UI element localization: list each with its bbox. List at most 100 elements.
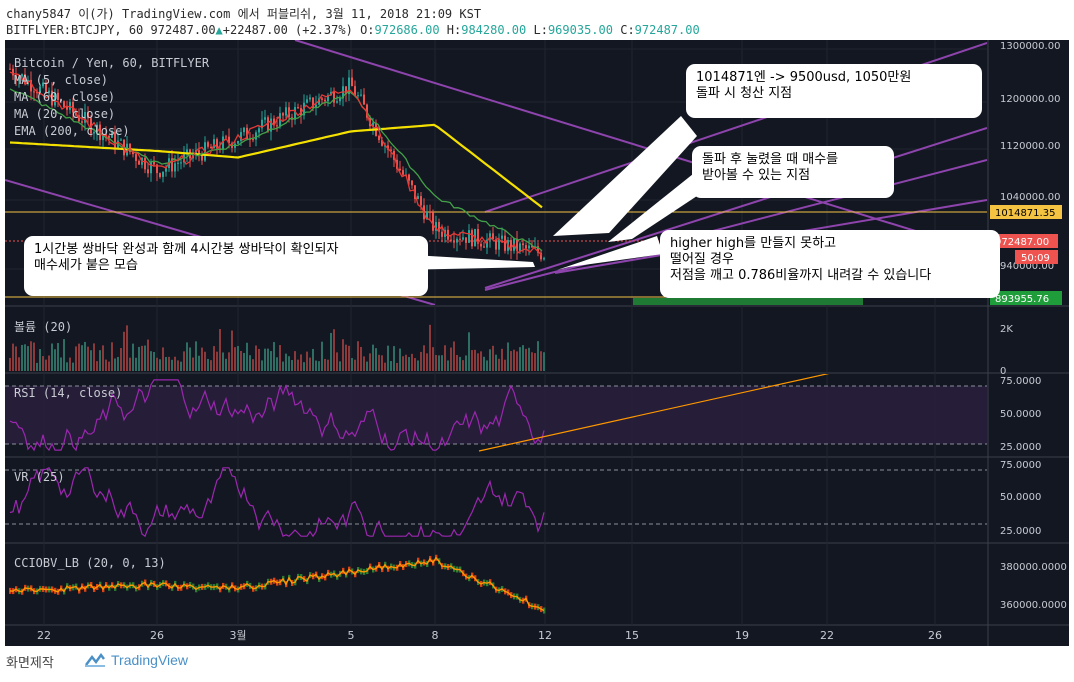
candle-body: [354, 86, 356, 96]
candle-body: [450, 239, 452, 241]
time-tick: 19: [735, 629, 749, 642]
candle-body: [228, 136, 230, 144]
candle-body: [459, 238, 461, 240]
volume-bar: [111, 342, 113, 371]
candle-body: [312, 97, 314, 108]
candle-body: [63, 101, 65, 107]
volume-bar: [207, 358, 209, 371]
volume-bar: [276, 357, 278, 371]
volume-bar: [348, 345, 350, 371]
tradingview-link[interactable]: TradingView: [84, 652, 188, 668]
volume-bar: [366, 361, 368, 371]
candle-body: [270, 118, 272, 132]
volume-bar: [402, 356, 404, 371]
volume-bar: [234, 347, 236, 371]
volume-bar: [432, 347, 434, 371]
volume-bar: [57, 343, 59, 371]
time-tick: 26: [150, 629, 164, 642]
tradingview-brand: TradingView: [111, 652, 189, 668]
callout-pointer: [608, 174, 700, 242]
volume-bar: [408, 357, 410, 371]
candle-body: [519, 243, 521, 251]
candle-body: [252, 139, 254, 141]
vr-line: [9, 467, 545, 538]
volume-bar: [27, 346, 29, 371]
volume-bar: [84, 341, 86, 371]
candle-body: [501, 235, 503, 239]
volume-bar: [498, 358, 500, 371]
candle-body: [420, 196, 422, 206]
volume-bar: [210, 360, 212, 371]
candle-body: [438, 222, 440, 232]
candle-body: [333, 91, 335, 103]
volume-bar: [270, 351, 272, 371]
volume-bar: [375, 348, 377, 371]
candlesticks: [9, 63, 545, 262]
volume-bar: [438, 355, 440, 371]
candle-body: [324, 99, 326, 102]
annotation-scenario: higher high를 만들지 못하고 떨어질 경우 저점을 깨고 0.786…: [660, 230, 1000, 298]
volume-bar: [318, 361, 320, 371]
low-label: L:: [533, 23, 548, 37]
candle-body: [36, 92, 38, 94]
time-tick: 22: [37, 629, 51, 642]
callout-pointer: [553, 116, 697, 236]
volume-bar: [246, 342, 248, 371]
candle-body: [447, 229, 449, 240]
rising-channel-line: [484, 159, 987, 291]
volume-bar: [516, 351, 518, 371]
chart-canvas[interactable]: Bitcoin / Yen, 60, BITFLYER MA (5, close…: [5, 40, 1069, 646]
volume-bar: [510, 351, 512, 371]
publish-info: chany5847 이(가) TradingView.com 에서 퍼블리쉬, …: [6, 7, 482, 21]
volume-bar: [36, 362, 38, 371]
candle-body: [165, 168, 167, 172]
volume-bar: [144, 345, 146, 371]
volume-bar: [321, 341, 323, 371]
up-arrow-icon: ▲: [215, 23, 223, 37]
candle-body: [462, 237, 464, 240]
candle-body: [456, 238, 458, 243]
candle-body: [240, 132, 242, 141]
candle-body: [258, 128, 260, 133]
volume-bar: [456, 354, 458, 371]
symbol-quote-line: BITFLYER:BTCJPY, 60 972487.00▲+22487.00 …: [6, 23, 700, 37]
candle-body: [18, 76, 20, 81]
volume-bar: [489, 349, 491, 371]
upper-channel-line: [294, 40, 987, 254]
volume-bar: [42, 356, 44, 371]
candle-body: [78, 115, 80, 122]
candle-body: [198, 150, 200, 155]
volume-bar: [249, 355, 251, 371]
candle-body: [267, 117, 269, 132]
volume-bar: [66, 362, 68, 371]
volume-bar: [255, 345, 257, 371]
candle-body: [468, 230, 470, 243]
legend-ma20: MA (20, close): [14, 107, 115, 121]
volume-bar: [177, 360, 179, 371]
volume-bar: [324, 358, 326, 371]
volume-bar: [18, 357, 20, 371]
candle-body: [297, 107, 299, 109]
candle-body: [138, 160, 140, 165]
candle-body: [366, 104, 368, 118]
price-tick: 1120000.00: [1000, 141, 1060, 152]
volume-bar: [168, 356, 170, 371]
ema200-line: [9, 123, 543, 209]
volume-bar: [159, 359, 161, 371]
volume-bar: [384, 362, 386, 371]
candle-body: [216, 139, 218, 149]
volume-bar: [537, 341, 539, 371]
high-label: H:: [446, 23, 462, 37]
volume-bar: [519, 347, 521, 371]
chart-title: Bitcoin / Yen, 60, BITFLYER: [14, 56, 210, 70]
volume-bar: [201, 347, 203, 371]
volume-bar: [267, 348, 269, 371]
volume-bar: [381, 355, 383, 371]
volume-bar: [531, 352, 533, 371]
volume-bar: [45, 359, 47, 371]
volume-bar: [120, 348, 122, 371]
volume-bar: [333, 329, 335, 371]
candle-body: [93, 132, 95, 134]
volume-bar: [369, 353, 371, 371]
volume-bar: [534, 353, 536, 371]
